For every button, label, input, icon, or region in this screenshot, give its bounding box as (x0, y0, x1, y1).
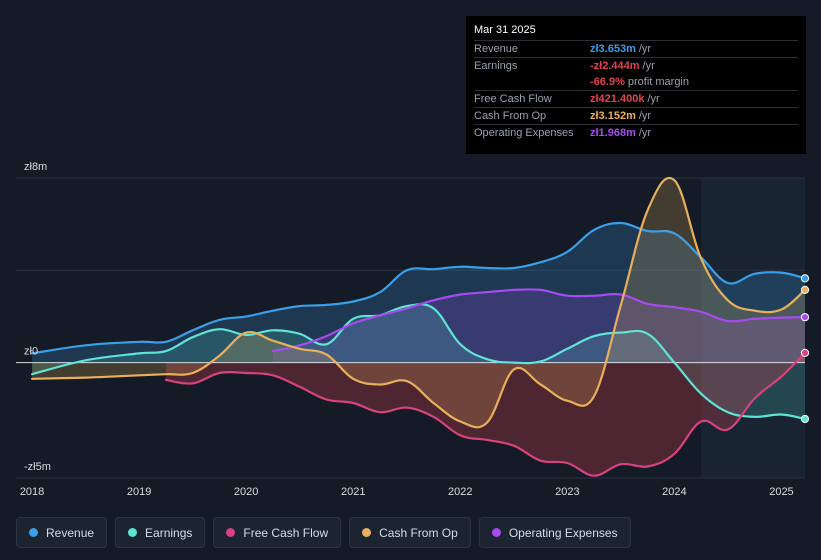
legend-item-operating-expenses[interactable]: Operating Expenses (478, 517, 631, 548)
tooltip-suffix: profit margin (627, 76, 689, 88)
x-tick-label: 2024 (662, 486, 686, 498)
tooltip-label (474, 74, 590, 90)
legend: Revenue Earnings Free Cash Flow Cash From O… (16, 517, 631, 548)
tooltip-row: Free Cash Flow zł421.400k/yr (474, 90, 798, 107)
cfo-area (32, 177, 806, 428)
legend-dot-icon (29, 528, 38, 537)
tooltip-value: zł3.653m (590, 43, 636, 55)
tooltip-suffix: /yr (647, 93, 660, 105)
fcf-end-point (800, 348, 810, 357)
tooltip-value: zł3.152m (590, 110, 636, 122)
tooltip-suffix: /yr (638, 127, 652, 139)
tooltip-suffix: /yr (642, 60, 655, 72)
revenue-end-point (800, 274, 810, 283)
legend-label: Free Cash Flow (243, 525, 329, 540)
tooltip-label: Revenue (474, 43, 519, 55)
tooltip-value: zł1.968m (590, 127, 636, 139)
tooltip-row: Cash From Op zł3.152m/yr (474, 107, 798, 124)
fcf-area (165, 352, 805, 476)
x-tick-label: 2019 (127, 486, 151, 498)
x-tick-label: 2021 (341, 486, 365, 498)
tooltip-label: Cash From Op (474, 110, 547, 122)
revenue-area (32, 222, 806, 363)
tooltip-label: Free Cash Flow (474, 93, 552, 105)
opex-line (271, 288, 807, 353)
legend-item-free-cash-flow[interactable]: Free Cash Flow (213, 517, 342, 548)
legend-dot-icon (226, 528, 236, 537)
y-tick-label: zł0 (24, 346, 38, 358)
cfo-end-point (800, 285, 810, 294)
fcf-line (164, 351, 807, 477)
opex-end-point (800, 313, 810, 322)
y-tick-label: zł8m (24, 161, 47, 173)
legend-label: Operating Expenses (508, 525, 618, 540)
tooltip-suffix: /yr (638, 43, 652, 55)
tooltip-row: -66.9% profit margin (474, 74, 798, 90)
y-tick-label: -zł5m (24, 461, 51, 473)
legend-item-cash-from-op[interactable]: Cash From Op (349, 517, 471, 548)
earnings-line (31, 303, 807, 421)
x-tick-label: 2025 (769, 486, 793, 498)
x-tick-label: 2022 (448, 486, 472, 498)
legend-label: Earnings (145, 525, 193, 540)
tooltip-value: -66.9% (590, 76, 625, 88)
legend-item-earnings[interactable]: Earnings (115, 517, 206, 548)
legend-item-revenue[interactable]: Revenue (16, 517, 108, 548)
earnings-end-point (800, 414, 810, 424)
tooltip-row: Operating Expenses zł1.968m/yr (474, 124, 798, 141)
x-tick-label: 2018 (20, 486, 44, 498)
x-tick-label: 2020 (234, 486, 258, 498)
legend-dot-icon (491, 528, 501, 537)
earnings-area (32, 304, 806, 419)
cfo-line (31, 177, 807, 429)
tooltip: Mar 31 2025 Revenue zł3.653m/yr Earnings -z… (466, 16, 806, 154)
x-tick-label: 2023 (555, 486, 579, 498)
tooltip-label: Earnings (474, 60, 518, 72)
tooltip-value: -zł2.444m (590, 60, 640, 72)
tooltip-label: Operating Expenses (474, 127, 574, 139)
tooltip-row: Revenue zł3.653m/yr (474, 40, 798, 57)
legend-label: Revenue (46, 525, 95, 540)
revenue-line (31, 221, 807, 355)
tooltip-suffix: /yr (638, 110, 652, 122)
tooltip-value: zł421.400k (590, 93, 645, 105)
legend-label: Cash From Op (379, 525, 458, 540)
tooltip-date: Mar 31 2025 (474, 24, 536, 36)
legend-dot-icon (128, 528, 138, 537)
legend-dot-icon (362, 528, 372, 537)
tooltip-row: Earnings -zł2.444m/yr (474, 57, 798, 74)
